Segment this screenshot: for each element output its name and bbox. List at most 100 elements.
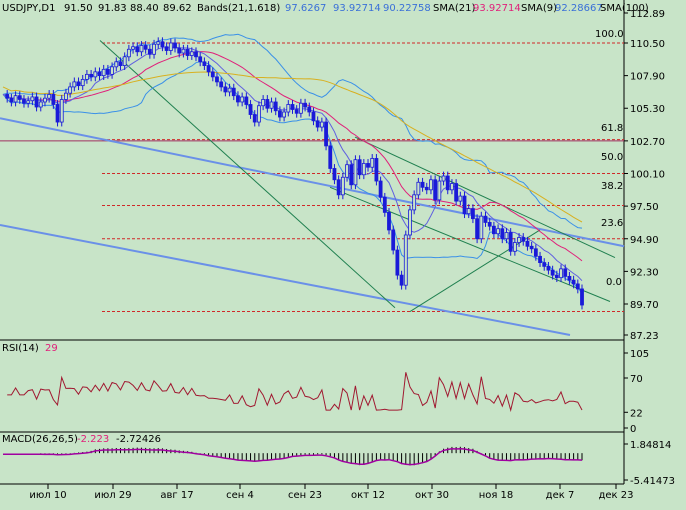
candle-body — [55, 104, 60, 123]
y-tick-label: 94.90 — [630, 235, 659, 246]
candle-body — [181, 48, 186, 54]
candle-body — [51, 94, 56, 105]
bands-label: Bands(21,1.618) — [197, 3, 280, 14]
candle-body — [491, 225, 496, 235]
candle-body — [160, 41, 165, 48]
y-tick-label: 100.10 — [630, 169, 665, 180]
candle-body — [194, 51, 198, 58]
candle-body — [433, 179, 438, 201]
rsi-y-tick-label: 0 — [630, 424, 636, 435]
candle-body — [22, 99, 26, 104]
candle-body — [89, 73, 94, 78]
fib-label-23-6: 23.6 — [601, 218, 623, 229]
candle-body — [538, 255, 542, 263]
candle-body — [105, 68, 110, 75]
candle-body — [210, 71, 215, 78]
candle-body — [445, 175, 450, 191]
candle-body — [462, 195, 467, 215]
trend-line-upper — [0, 117, 625, 248]
main-pane — [0, 0, 624, 340]
candle-body — [563, 268, 568, 277]
candle-body — [294, 109, 299, 114]
y-tick-label: 92.30 — [630, 267, 659, 278]
candle-body — [101, 68, 106, 77]
candle-body — [479, 215, 484, 240]
candle-body — [424, 186, 429, 191]
candle-body — [177, 47, 182, 54]
candle-body — [483, 215, 488, 223]
candle-body — [5, 94, 10, 99]
candle-body — [202, 61, 207, 66]
x-tick-label: дек 23 — [598, 490, 633, 501]
candle-body — [290, 104, 295, 110]
rsi-line — [7, 372, 583, 413]
candle-body — [126, 48, 131, 58]
macd-label: MACD(26,26,5) — [2, 434, 78, 445]
macd-y-tick-label: -5.41473 — [630, 476, 675, 487]
candle-body — [571, 279, 576, 285]
candle-body — [332, 168, 337, 181]
candle-body — [257, 105, 261, 123]
diagonal-line — [99, 40, 396, 309]
candle-body — [185, 48, 190, 56]
candle-body — [93, 71, 98, 78]
candle-body — [173, 42, 177, 49]
candle-body — [382, 196, 387, 213]
candle-body — [97, 71, 102, 77]
candle-body — [231, 87, 236, 97]
y-tick-label: 102.70 — [630, 137, 665, 148]
candle-body — [26, 100, 31, 104]
candle-body — [366, 163, 370, 168]
candle-body — [118, 61, 123, 66]
candle-body — [252, 114, 257, 123]
y-tick-label: 107.90 — [630, 72, 665, 83]
candle-body — [298, 102, 303, 114]
candle-body — [550, 269, 555, 276]
channel-line-rising — [409, 229, 541, 312]
x-tick-label: авг 17 — [160, 490, 193, 501]
candle-body — [147, 48, 152, 55]
candle-body — [303, 102, 307, 108]
candle-body — [64, 92, 68, 100]
candle-body — [504, 232, 509, 240]
candle-body — [80, 78, 85, 87]
candle-body — [43, 97, 47, 103]
candle-body — [512, 242, 517, 252]
candle-body — [336, 179, 341, 196]
sma100-line — [2, 71, 583, 223]
candle-body — [361, 163, 366, 176]
x-tick-label: сен 4 — [226, 490, 254, 501]
candle-body — [135, 46, 140, 53]
candle-body — [240, 96, 245, 103]
candle-body — [219, 81, 224, 88]
candle-body — [345, 164, 349, 178]
fib-label-100: 100.0 — [595, 29, 624, 40]
candle-body — [420, 181, 425, 188]
channel-line-bottom — [329, 186, 611, 302]
macd-y-tick-label: 1.84814 — [630, 440, 671, 451]
candle-body — [471, 208, 475, 220]
candle-body — [391, 229, 396, 251]
ohlc-close: 89.62 — [163, 3, 192, 14]
candle-body — [559, 268, 563, 279]
bollinger-lower — [2, 61, 583, 294]
x-tick-label: окт 30 — [415, 490, 449, 501]
candle-body — [76, 81, 81, 87]
x-tick-label: сен 23 — [288, 490, 322, 501]
rsi-pane — [0, 340, 624, 432]
candle-body — [47, 94, 52, 99]
rsi-value: 29 — [45, 343, 58, 354]
candle-body — [508, 232, 513, 252]
candle-body — [9, 97, 14, 103]
candle-body — [278, 110, 282, 118]
candle-body — [215, 76, 219, 83]
candle-body — [261, 99, 266, 107]
candle-body — [311, 111, 316, 122]
candle-body — [110, 66, 114, 75]
candle-body — [307, 106, 312, 113]
rsi-y-tick-label: 70 — [630, 374, 643, 385]
candle-body — [324, 121, 328, 147]
candle-body — [13, 95, 18, 103]
candle-body — [244, 96, 249, 105]
